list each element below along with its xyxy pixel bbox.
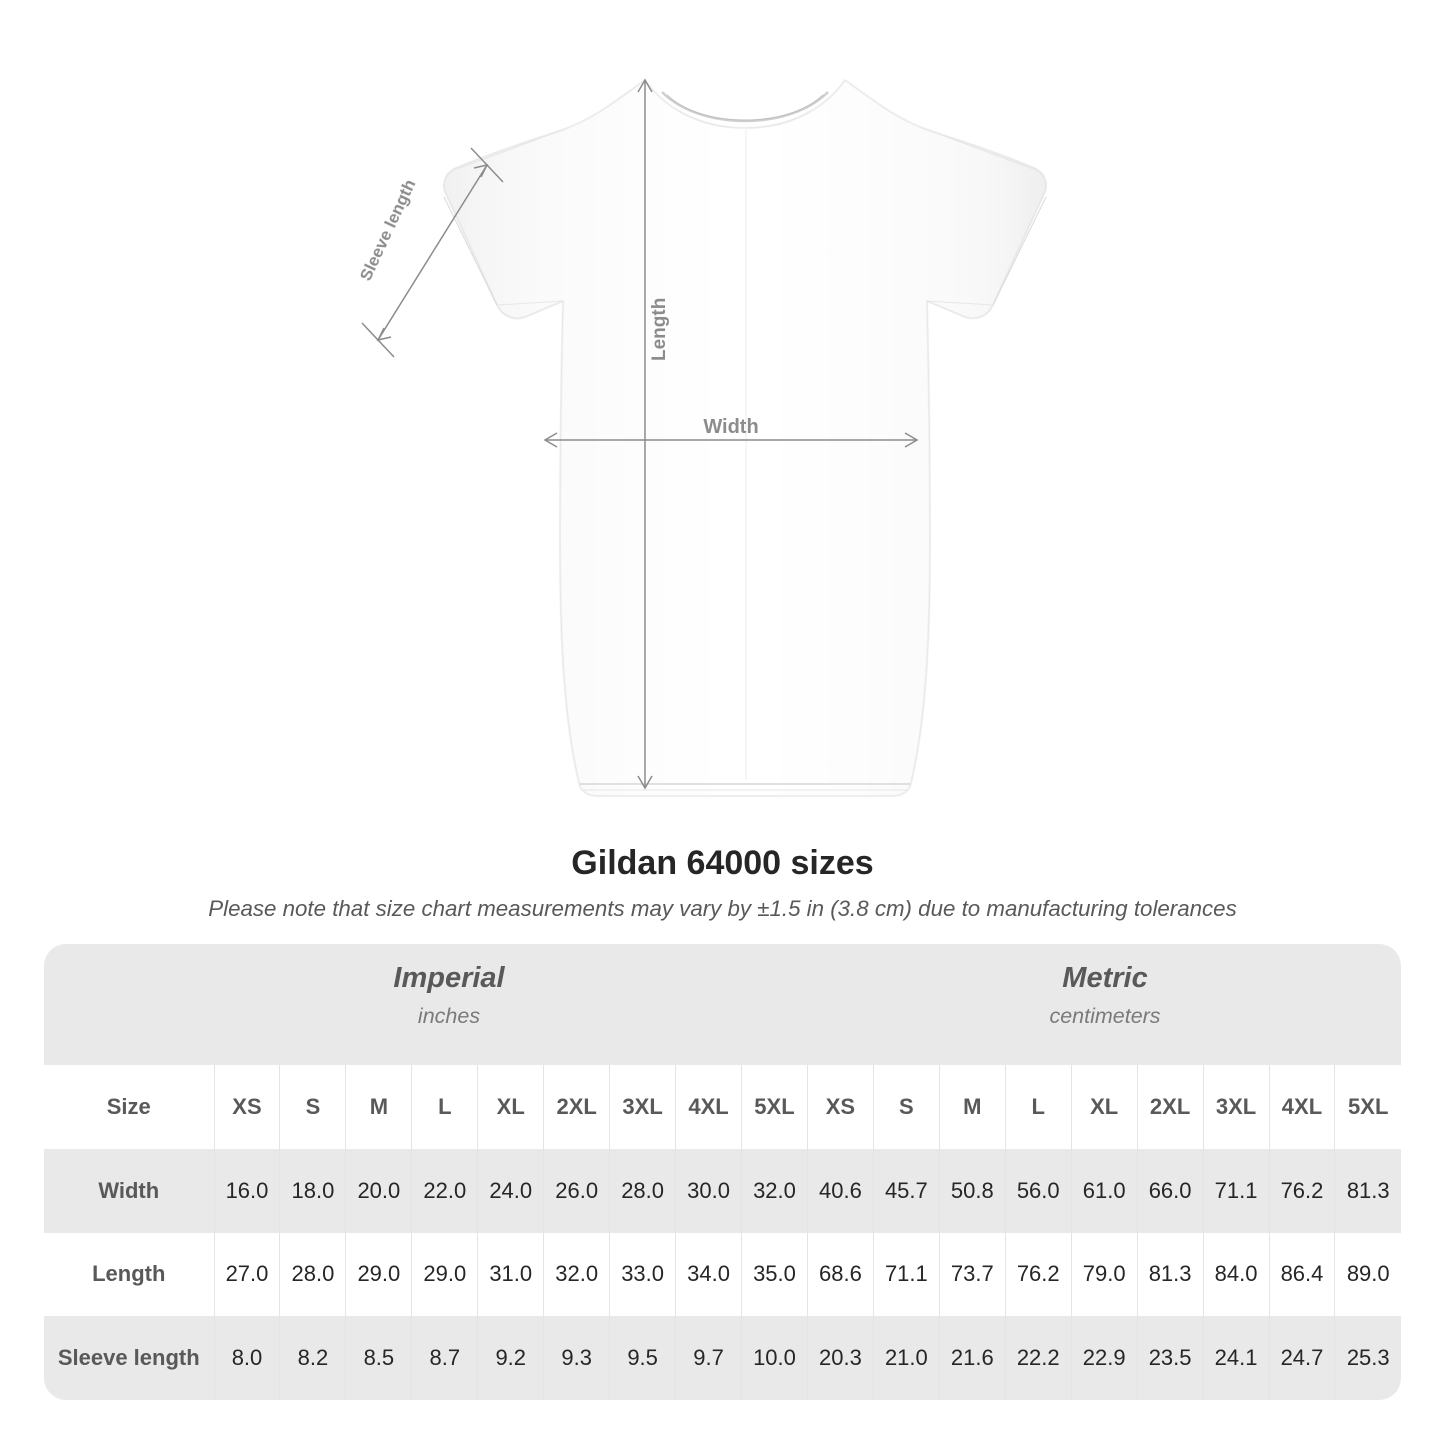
svg-text:Width: Width	[703, 416, 758, 438]
